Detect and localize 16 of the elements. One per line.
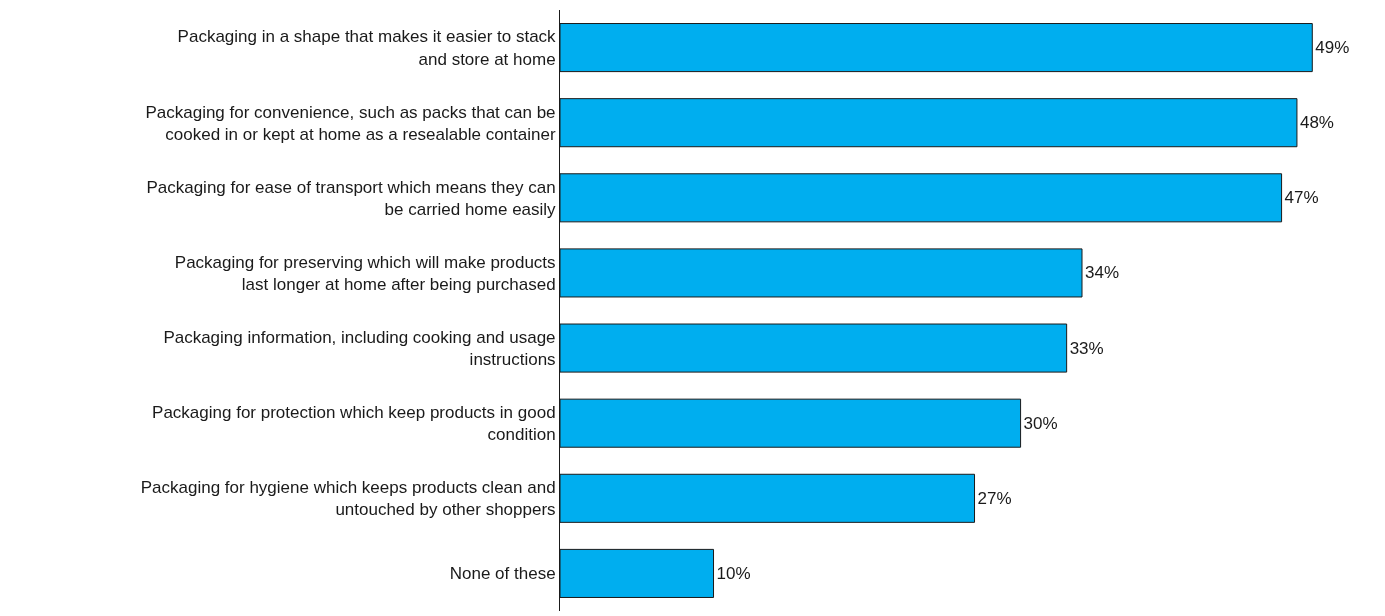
data-label: 49% [1315, 38, 1350, 58]
data-label: 47% [1284, 188, 1319, 208]
data-label: 33% [1069, 338, 1104, 358]
data-label: 10% [716, 563, 751, 583]
data-label: 48% [1299, 113, 1334, 133]
y-tick-label: Packaging for protection which keep products in good condition [152, 403, 556, 445]
y-tick-label: Packaging in a shape that makes it easier to stack and store at home [177, 27, 557, 69]
data-label: 27% [977, 488, 1012, 508]
y-tick-label: Packaging for hygiene which keeps products clean and untouched by other shoppers [140, 478, 556, 520]
y-tick-label: Packaging for ease of transport which means they can be carried home easily [146, 177, 557, 219]
y-tick-label: Packaging for convenience, such as packs that can be cooked in or kept at home as a resealable container [145, 102, 556, 144]
y-tick-label: Packaging for preserving which will make products last longer at home after being purchased [174, 252, 556, 294]
y-tick-label: None of these [449, 564, 556, 584]
data-label: 34% [1085, 263, 1120, 283]
data-label: 30% [1023, 413, 1058, 433]
y-tick-label: Packaging information, including cooking and usage instructions [163, 327, 556, 370]
